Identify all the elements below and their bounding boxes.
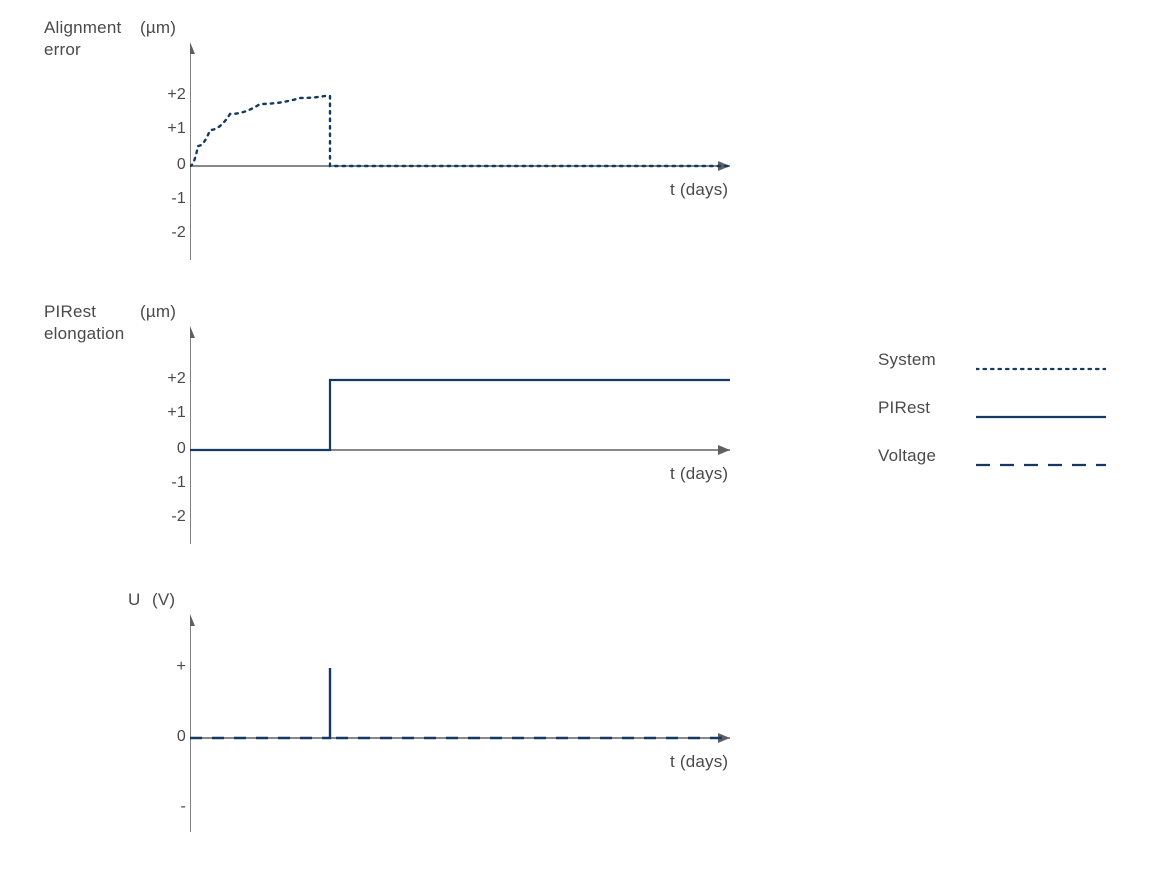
ytick-label: -2 [160,508,186,526]
panel-title-voltage: U [128,590,140,610]
ytick-label: -1 [160,190,186,208]
ytick-label: 0 [160,728,186,746]
ytick-label: 0 [160,440,186,458]
legend-label: System [878,350,958,370]
chart-voltage [190,610,750,836]
series-pirest [190,380,730,450]
series-alignment [190,96,730,166]
ytick-label: +1 [160,404,186,422]
panel-unit-pirest: (µm) [140,302,176,322]
series-voltage [190,668,730,738]
panel-title2-alignment: error [44,40,81,60]
legend: System PIRest Voltage [878,350,1106,494]
legend-label: Voltage [878,446,958,466]
panel-title2-pirest: elongation [44,324,124,344]
panel-unit-alignment: (µm) [140,18,176,38]
legend-label: PIRest [878,398,958,418]
xaxis-label: t (days) [670,464,728,484]
xaxis-label: t (days) [670,180,728,200]
legend-swatch [976,407,1106,409]
chart-pirest [190,322,750,548]
xaxis-label: t (days) [670,752,728,772]
ytick-label: -1 [160,474,186,492]
ytick-label: + [160,658,186,676]
ytick-label: +2 [160,86,186,104]
legend-item-voltage: Voltage [878,446,1106,466]
chart-alignment [190,38,750,264]
panel-title-alignment: Alignment [44,18,121,38]
panel-title-pirest: PIRest [44,302,96,322]
ytick-label: +1 [160,120,186,138]
ytick-label: - [160,798,186,816]
ytick-label: -2 [160,224,186,242]
ytick-label: +2 [160,370,186,388]
ytick-label: 0 [160,156,186,174]
legend-swatch [976,359,1106,361]
panel-unit-voltage: (V) [152,590,175,610]
legend-item-pirest: PIRest [878,398,1106,418]
legend-swatch [976,455,1106,457]
legend-item-system: System [878,350,1106,370]
